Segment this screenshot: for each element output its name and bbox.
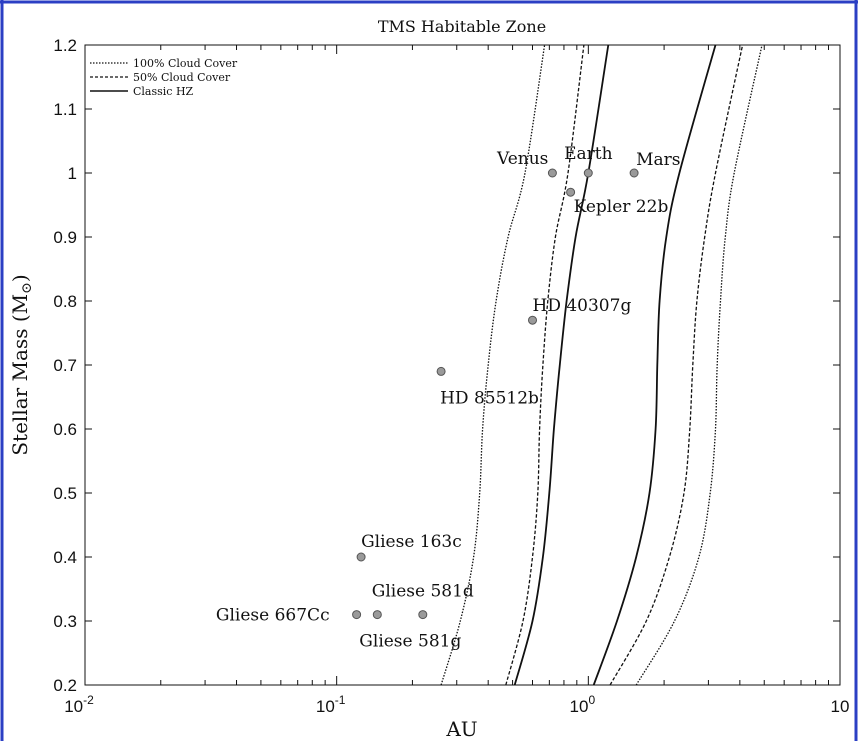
planet-point-5 (436, 366, 446, 376)
legend: 100% Cloud Cover 50% Cloud Cover Classic… (90, 57, 238, 98)
y-tick-label-10: 1.2 (53, 36, 77, 55)
planet-label-8: Gliese 581g (359, 632, 461, 652)
y-axis-title-close: ) (8, 274, 32, 282)
x-tick-label-2: 100 (570, 693, 596, 716)
y-axis-title-sub: ⊙ (19, 282, 35, 294)
y-tick-label-1: 0.3 (53, 612, 77, 631)
planet-point-4 (528, 315, 537, 325)
planet-point-9 (418, 610, 428, 620)
curves-layer (440, 44, 763, 686)
series-solid-2 (513, 44, 610, 686)
x-axis-title: AU (445, 717, 477, 741)
y-axis-title: Stellar Mass (M⊙) (8, 274, 35, 455)
plot-area (84, 44, 841, 686)
chart-title: TMS Habitable Zone (378, 17, 546, 36)
y-tick-label-4: 0.6 (53, 420, 77, 439)
planet-label-5: HD 85512b (440, 388, 539, 408)
planet-point-3 (566, 187, 576, 197)
planet-label-9: Gliese 581d (372, 582, 474, 602)
y-tick-label-3: 0.5 (53, 484, 77, 503)
legend-label-100: 100% Cloud Cover (133, 57, 238, 70)
planet-point-2 (629, 168, 639, 178)
series-dotted-0 (440, 44, 546, 686)
y-tick-label-2: 0.4 (53, 548, 77, 567)
y-axis-title-text: Stellar Mass (M (8, 294, 32, 456)
series-dashed-4 (609, 44, 744, 686)
planet-point-8 (372, 610, 382, 620)
planet-point-1 (583, 168, 593, 178)
planet-point-7 (352, 610, 362, 620)
y-tick-label-8: 1 (68, 164, 77, 183)
planet-label-2: Mars (636, 150, 680, 170)
ticks-layer: 0.2 0.3 0.4 0.5 0.6 0.7 0.8 0.9 1 1.1 1.2 10-2 10-1 1… (53, 36, 849, 716)
series-dotted-5 (635, 44, 763, 686)
x-tick-label-3: 10 (831, 697, 850, 716)
planet-label-4: HD 40307g (533, 296, 632, 316)
y-tick-label-5: 0.7 (53, 356, 77, 375)
planet-label-6: Gliese 163c (361, 532, 462, 552)
planet-label-0: Venus (496, 149, 548, 169)
legend-label-classic: Classic HZ (133, 85, 194, 98)
points-layer: Venus Earth Mars Kepler 22b HD 40307g HD 8551… (216, 144, 681, 652)
planet-point-0 (547, 168, 557, 178)
planet-label-3: Kepler 22b (574, 197, 669, 217)
y-tick-label-9: 1.1 (53, 100, 77, 119)
series-solid-3 (592, 44, 717, 686)
planet-label-1: Earth (564, 144, 613, 164)
x-tick-label-1: 10-1 (316, 693, 346, 716)
y-tick-label-0: 0.2 (53, 676, 77, 695)
y-tick-label-7: 0.9 (53, 228, 77, 247)
legend-label-50: 50% Cloud Cover (133, 71, 231, 84)
planet-label-7: Gliese 667Cc (216, 606, 330, 626)
x-tick-label-0: 10-2 (64, 693, 94, 716)
y-tick-label-6: 0.8 (53, 292, 77, 311)
planet-point-6 (356, 552, 366, 562)
series-dashed-1 (505, 44, 585, 686)
